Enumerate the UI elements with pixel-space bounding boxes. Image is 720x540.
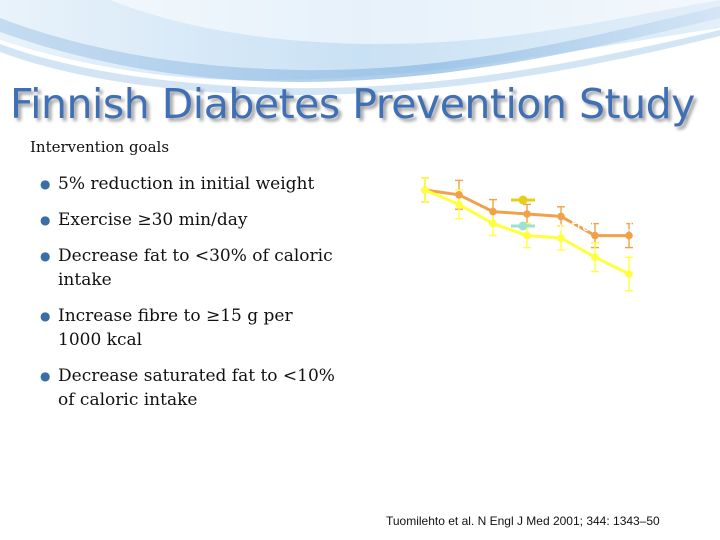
data-point bbox=[591, 231, 599, 240]
diabetes-incidence-chart: Intervention group Control Group bbox=[421, 177, 675, 292]
goal-text: Increase fibre to ≥15 g per 1000 kcal bbox=[58, 306, 293, 350]
data-point bbox=[489, 207, 497, 216]
intervention-goals-heading: Intervention goals bbox=[30, 138, 170, 156]
bullet-icon: ● bbox=[40, 309, 51, 323]
bullet-icon: ● bbox=[40, 177, 51, 191]
data-point bbox=[557, 234, 565, 242]
data-point bbox=[523, 231, 531, 240]
bullet-icon: ● bbox=[40, 213, 51, 227]
goal-item-fat: ● Decrease fat to <30% of caloric intake bbox=[40, 244, 340, 292]
intervention-goals-list: ● 5% reduction in initial weight ● Exerc… bbox=[40, 172, 340, 412]
header-swoosh-decoration bbox=[0, 0, 720, 95]
bullet-icon: ● bbox=[40, 249, 51, 263]
legend-marker bbox=[518, 221, 528, 231]
data-point bbox=[591, 253, 599, 261]
data-point bbox=[523, 210, 531, 218]
legend-label: Control Group bbox=[544, 219, 642, 235]
citation: Tuomilehto et al. N Engl J Med 2001; 344… bbox=[386, 514, 660, 528]
slide-title: Finnish Diabetes Prevention Study bbox=[10, 80, 695, 128]
data-point bbox=[455, 200, 463, 209]
bullet-icon: ● bbox=[40, 369, 51, 383]
goal-text: Decrease saturated fat to <10% of calori… bbox=[58, 366, 335, 410]
goal-text: 5% reduction in initial weight bbox=[58, 174, 315, 194]
goal-text: Exercise ≥30 min/day bbox=[58, 210, 248, 230]
legend-label: Intervention group bbox=[544, 193, 675, 209]
data-point bbox=[625, 231, 633, 240]
data-point bbox=[421, 186, 429, 194]
goal-item-weight: ● 5% reduction in initial weight bbox=[40, 172, 340, 196]
goal-item-saturated-fat: ● Decrease saturated fat to <10% of calo… bbox=[40, 364, 340, 412]
legend-marker bbox=[518, 195, 528, 205]
data-point bbox=[625, 270, 633, 278]
data-point bbox=[489, 219, 497, 228]
goal-text: Decrease fat to <30% of caloric intake bbox=[58, 246, 333, 290]
data-point bbox=[455, 191, 463, 199]
goal-item-exercise: ● Exercise ≥30 min/day bbox=[40, 208, 340, 232]
data-point bbox=[557, 212, 565, 221]
goal-item-fibre: ● Increase fibre to ≥15 g per 1000 kcal bbox=[40, 304, 340, 352]
